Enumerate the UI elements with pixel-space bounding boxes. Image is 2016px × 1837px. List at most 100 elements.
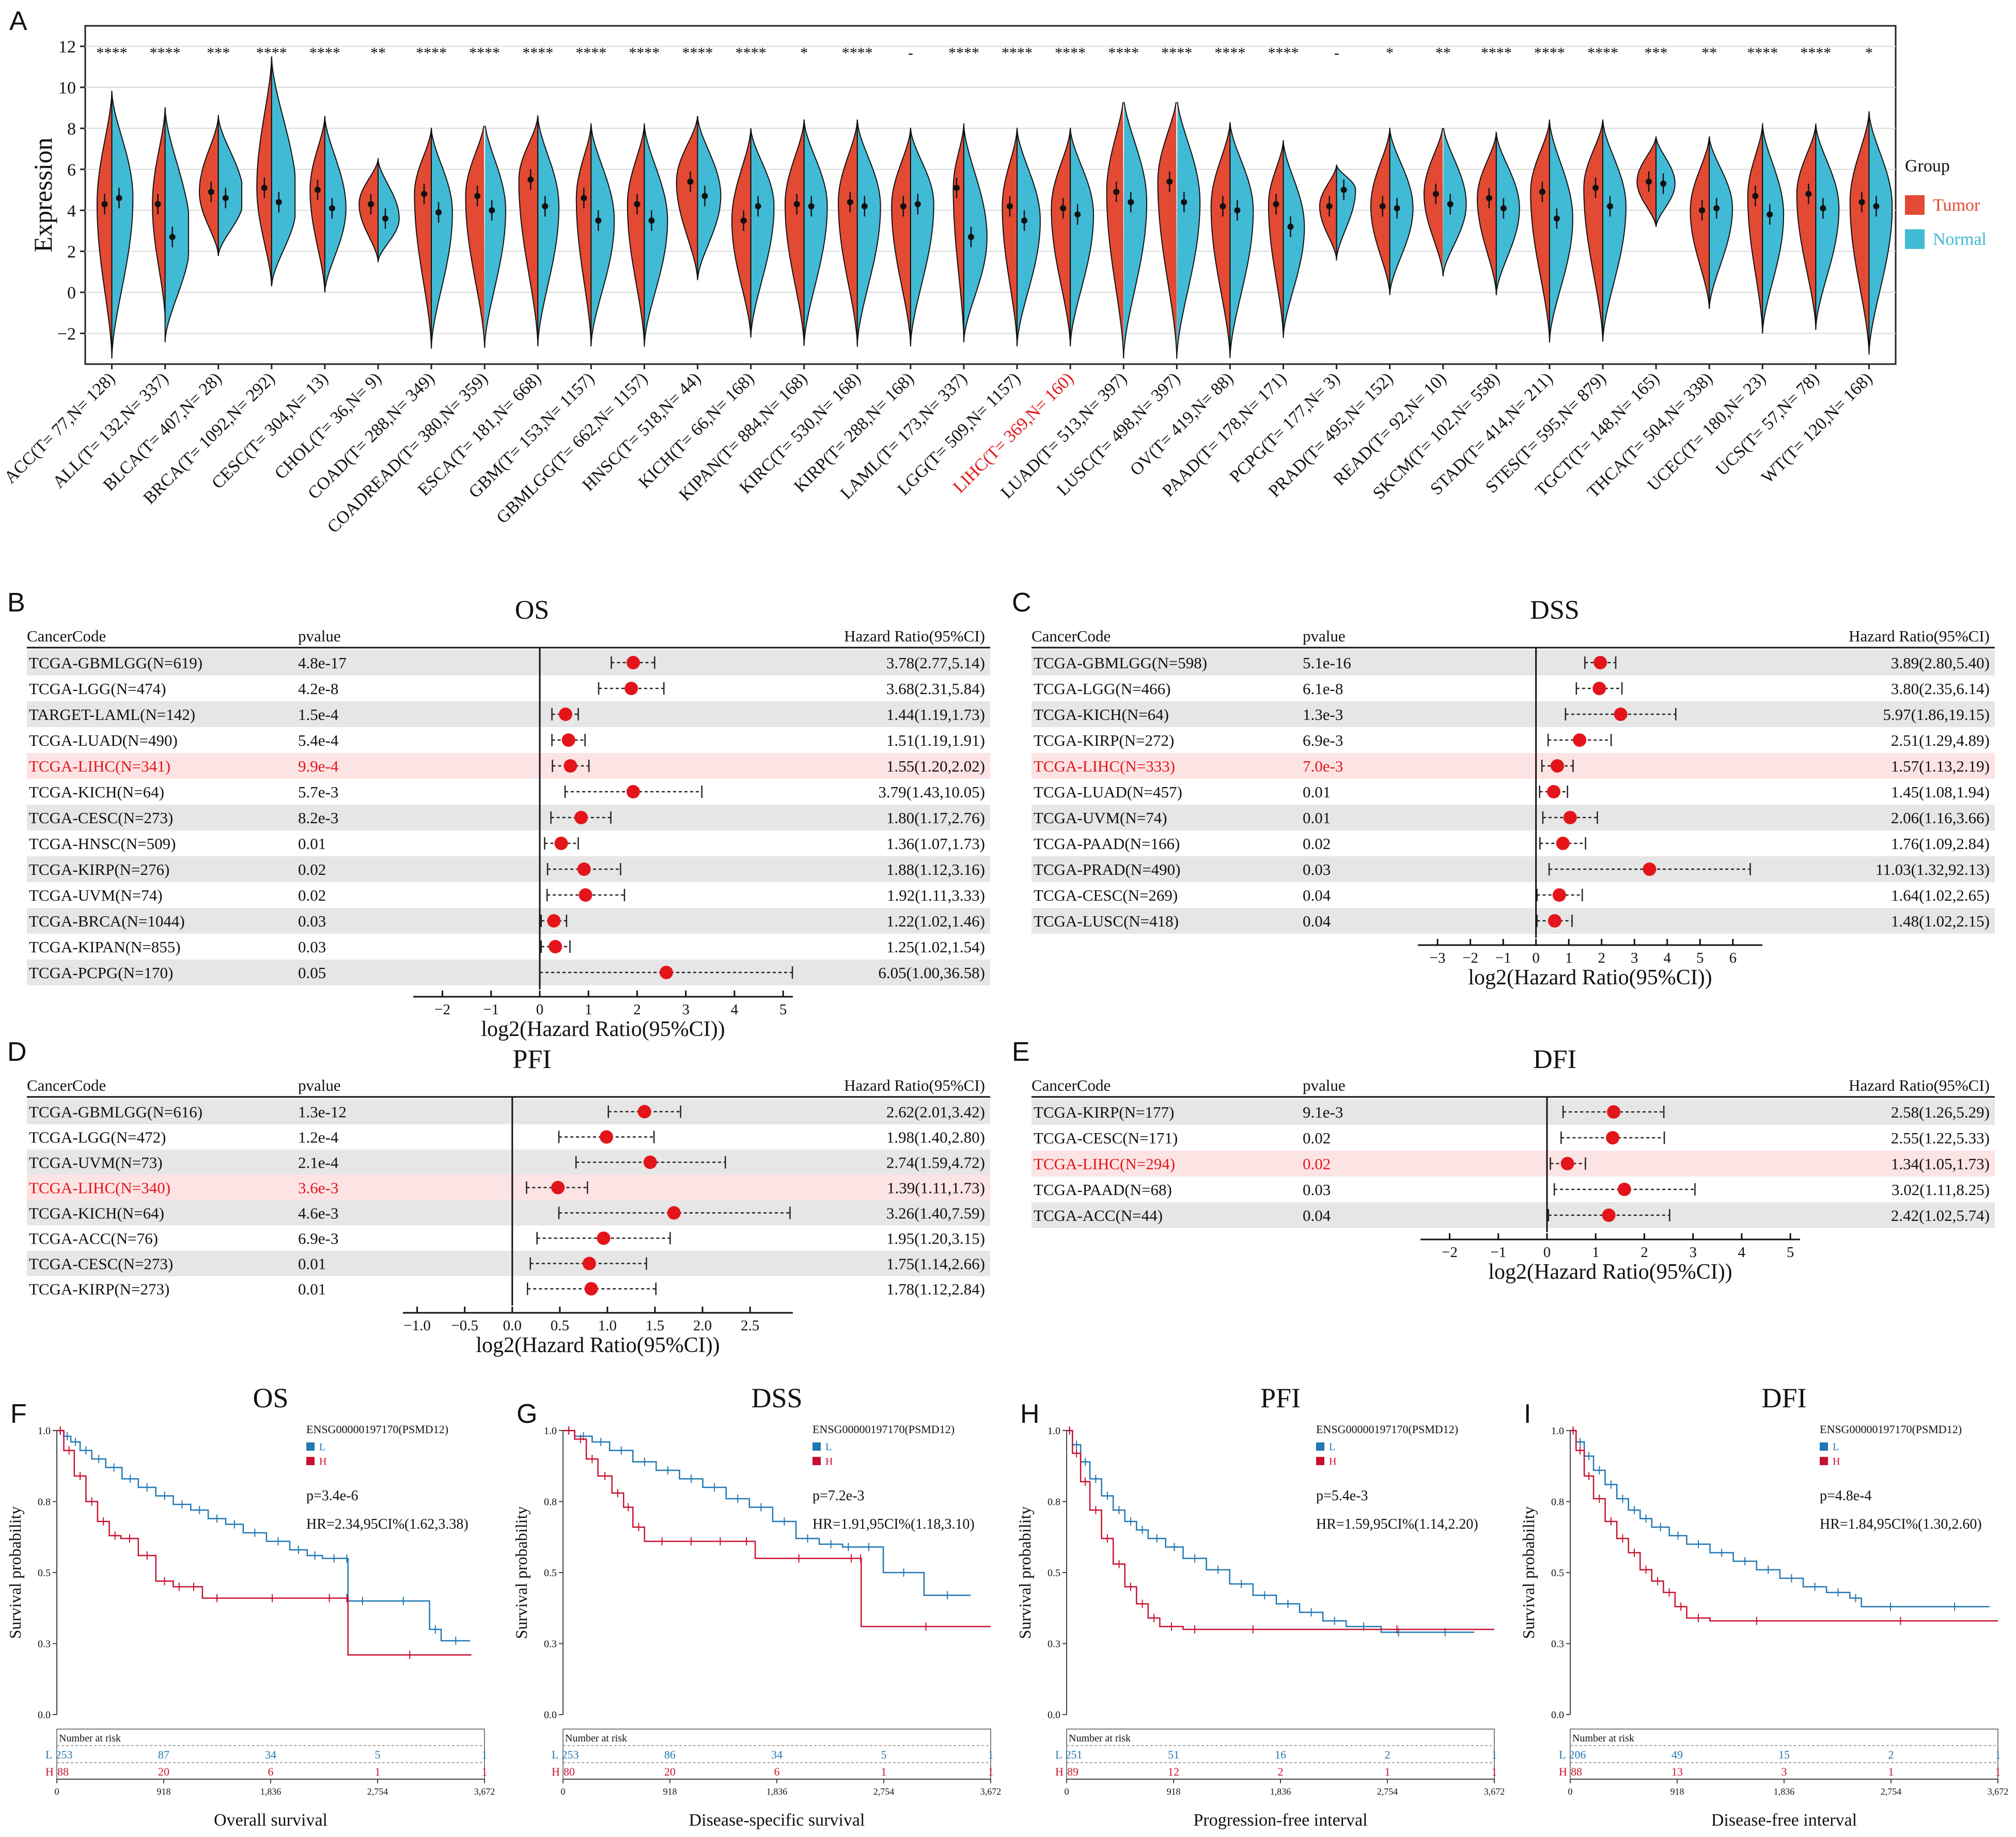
km-legend-swatch xyxy=(812,1442,821,1451)
median-point xyxy=(1379,203,1386,210)
x-tick-label-a: UCS(T= 57,N= 78) xyxy=(1712,369,1823,479)
km-curve-h xyxy=(1067,1430,1494,1630)
significance-label: **** xyxy=(1800,44,1831,61)
risk-count-l: 34 xyxy=(265,1748,276,1761)
y-tick-label: 0.8 xyxy=(1551,1497,1564,1508)
row-pvalue: 0.02 xyxy=(298,860,326,878)
risk-count-h: 2 xyxy=(1278,1765,1284,1778)
row-hazard-ratio: 1.39(1.11,1.73) xyxy=(887,1179,985,1197)
row-pvalue: 0.02 xyxy=(1303,1155,1331,1173)
row-band xyxy=(27,701,990,727)
significance-label: **** xyxy=(948,44,979,61)
risk-count-l: 1 xyxy=(1995,1748,2001,1761)
x-tick-label: 2,754 xyxy=(1377,1786,1398,1797)
row-cancer-code: TCGA-ACC(N=44) xyxy=(1034,1206,1163,1224)
median-point xyxy=(1646,178,1652,185)
row-cancer-code: TCGA-PCPG(N=170) xyxy=(29,964,173,982)
x-tick-label: 918 xyxy=(157,1786,171,1797)
row-band xyxy=(27,1099,990,1124)
legend-title-a: Group xyxy=(1905,156,1950,176)
violin-tumor xyxy=(676,116,698,280)
median-point xyxy=(1447,201,1454,208)
violin-tumor xyxy=(1051,127,1071,347)
risk-count-h: 1 xyxy=(1888,1765,1894,1778)
row-pvalue: 4.2e-8 xyxy=(298,680,338,698)
km-legend-title: ENSG00000197170(PSMD12) xyxy=(1316,1423,1458,1436)
row-pvalue: 0.01 xyxy=(298,1280,326,1298)
x-tick-label: −1 xyxy=(483,1001,499,1018)
estimate-point xyxy=(561,733,575,747)
x-tick-label: 0 xyxy=(536,1001,544,1018)
row-hazard-ratio: 11.03(1.32,92.13) xyxy=(1876,860,1990,878)
row-pvalue: 4.8e-17 xyxy=(298,654,347,672)
significance-label: **** xyxy=(522,44,553,61)
median-point xyxy=(474,193,481,199)
violin-tumor xyxy=(1690,136,1710,311)
row-hazard-ratio: 1.57(1.13,2.19) xyxy=(1891,757,1990,775)
significance-label: ** xyxy=(370,44,386,61)
row-hazard-ratio: 3.78(2.77,5.14) xyxy=(886,654,985,672)
violin-normal xyxy=(271,56,296,287)
row-hazard-ratio: 3.79(1.43,10.05) xyxy=(878,783,985,801)
median-point xyxy=(1858,199,1865,206)
y-tick-label: 0.8 xyxy=(1048,1497,1060,1508)
risk-count-h: 1 xyxy=(482,1765,488,1778)
median-point xyxy=(740,217,747,224)
x-tick-label: 3,672 xyxy=(980,1786,1002,1797)
estimate-point xyxy=(554,837,568,850)
significance-label: **** xyxy=(309,44,340,61)
estimate-point xyxy=(660,966,673,979)
km-curve-h xyxy=(563,1430,991,1627)
violin-normal xyxy=(1389,128,1414,296)
violin-normal xyxy=(644,123,668,347)
violin-tumor xyxy=(309,116,325,293)
col-header-hr: Hazard Ratio(95%CI) xyxy=(1849,627,1990,645)
median-point xyxy=(154,201,161,208)
row-cancer-code: TCGA-CESC(N=171) xyxy=(1034,1129,1178,1147)
violin-tumor xyxy=(1370,128,1390,296)
median-point xyxy=(275,199,282,206)
violin-normal xyxy=(1762,122,1785,334)
col-header-code: CancerCode xyxy=(1032,627,1111,645)
panel-letter-h: H xyxy=(1020,1399,1040,1429)
x-tick-label: 1 xyxy=(1592,1244,1600,1261)
risk-count-l: 253 xyxy=(562,1748,579,1761)
x-tick-label: 4 xyxy=(1664,950,1671,966)
significance-label: ** xyxy=(1701,44,1717,61)
violin-normal xyxy=(1123,102,1148,359)
median-point xyxy=(1805,191,1812,197)
median-point xyxy=(847,199,853,206)
x-tick-label: 918 xyxy=(1167,1786,1181,1797)
col-header-pvalue: pvalue xyxy=(1303,1076,1346,1094)
row-pvalue: 6.9e-3 xyxy=(298,1230,338,1248)
row-band xyxy=(27,805,990,830)
row-cancer-code: TCGA-KICH(N=64) xyxy=(1034,705,1169,724)
significance-label: ** xyxy=(1435,44,1451,61)
risk-row-label-l: L xyxy=(1559,1748,1566,1761)
violin-tumor xyxy=(518,115,539,347)
median-point xyxy=(967,233,974,240)
row-hazard-ratio: 2.74(1.59,4.72) xyxy=(886,1154,985,1172)
median-point xyxy=(329,205,335,212)
y-tick-label: 0.5 xyxy=(1551,1567,1564,1579)
median-point xyxy=(222,195,229,201)
x-tick-label: 0 xyxy=(1568,1786,1573,1797)
row-pvalue: 0.03 xyxy=(298,912,326,930)
median-point xyxy=(1394,205,1400,212)
row-cancer-code: TARGET-LAML(N=142) xyxy=(29,705,195,724)
significance-label: * xyxy=(800,44,808,61)
panel-i: I DFI 0.0 0.3 0.5 0.8 1.0 Survival probability E… xyxy=(1519,1383,2008,1830)
row-pvalue: 0.01 xyxy=(298,835,326,853)
km-legend-title: ENSG00000197170(PSMD12) xyxy=(1820,1423,1962,1436)
median-point xyxy=(367,201,374,208)
violin-tumor xyxy=(96,90,113,359)
violin-tumor xyxy=(1530,119,1550,343)
row-cancer-code: TCGA-HNSC(N=509) xyxy=(29,835,176,853)
violin-tumor xyxy=(1849,111,1870,356)
risk-count-h: 88 xyxy=(1571,1765,1582,1778)
significance-label: **** xyxy=(97,44,128,61)
risk-count-l: 34 xyxy=(771,1748,783,1761)
y-tick-label-a: 0 xyxy=(67,284,76,303)
row-band xyxy=(1032,805,1995,830)
x-tick-label: −1 xyxy=(1495,950,1511,966)
